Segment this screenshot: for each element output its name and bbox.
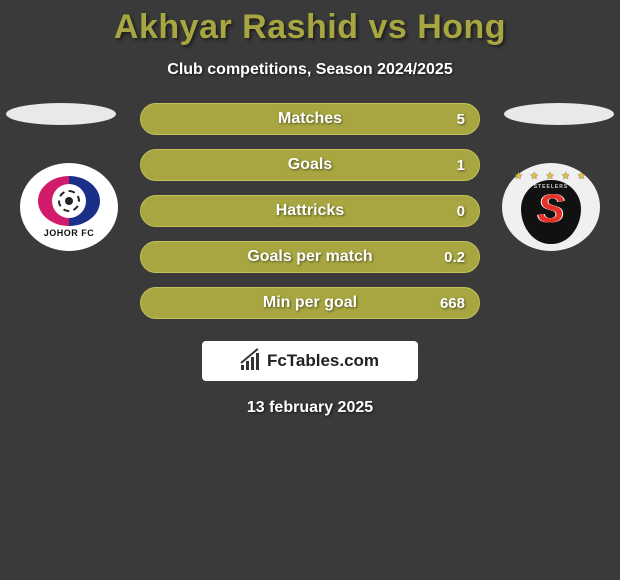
player-slot-left (6, 103, 116, 125)
stat-row: Hattricks 0 (140, 195, 480, 227)
stat-label: Matches (278, 110, 342, 128)
stat-row: Matches 5 (140, 103, 480, 135)
date-label: 13 february 2025 (0, 399, 620, 417)
comparison-body: JOHOR FC ★ ★ ★ ★ ★ STEELERS S Matches 5 … (0, 103, 620, 417)
team-badge-left: JOHOR FC (20, 163, 118, 251)
player-slot-right (504, 103, 614, 125)
badge-inner-circle (52, 184, 86, 218)
page-subtitle: Club competitions, Season 2024/2025 (167, 61, 452, 79)
team-left-label: JOHOR FC (44, 228, 95, 238)
stat-label: Hattricks (276, 202, 344, 220)
stat-list: Matches 5 Goals 1 Hattricks 0 Goals per … (140, 103, 480, 319)
trend-line-icon (243, 352, 261, 370)
stat-label: Min per goal (263, 294, 357, 312)
steelers-logo: STEELERS S (521, 180, 581, 244)
page-title: Akhyar Rashid vs Hong (114, 8, 506, 47)
stat-label: Goals (288, 156, 332, 174)
stat-row: Goals 1 (140, 149, 480, 181)
watermark-text: FcTables.com (267, 351, 379, 371)
watermark[interactable]: FcTables.com (202, 341, 418, 381)
steelers-letter: S (538, 187, 565, 232)
stat-value: 0 (457, 203, 465, 220)
team-badge-right: ★ ★ ★ ★ ★ STEELERS S (502, 163, 600, 251)
stat-row: Goals per match 0.2 (140, 241, 480, 273)
stat-value: 1 (457, 157, 465, 174)
gear-icon (58, 190, 80, 212)
stat-value: 5 (457, 111, 465, 128)
stat-value: 668 (440, 295, 465, 312)
stat-label: Goals per match (247, 248, 372, 266)
johor-fc-logo (38, 176, 100, 226)
stat-value: 0.2 (444, 249, 465, 266)
comparison-card: Akhyar Rashid vs Hong Club competitions,… (0, 0, 620, 417)
stat-row: Min per goal 668 (140, 287, 480, 319)
